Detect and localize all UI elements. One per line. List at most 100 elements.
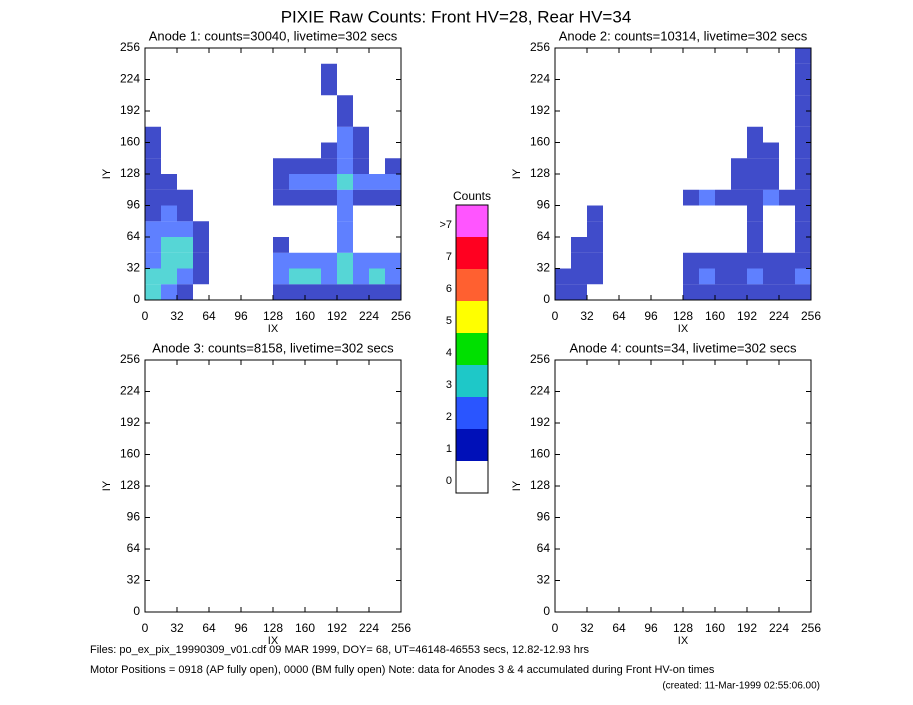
y-tick-label: 224 bbox=[120, 384, 140, 398]
count-cell bbox=[353, 189, 369, 206]
count-cell bbox=[795, 142, 811, 159]
colorbar-cell bbox=[456, 365, 488, 397]
count-cell bbox=[747, 174, 763, 190]
x-tick-label: 224 bbox=[359, 309, 379, 323]
count-cell bbox=[337, 158, 353, 174]
colorbar-label: 3 bbox=[446, 379, 452, 391]
count-cell bbox=[699, 189, 715, 206]
count-cell bbox=[795, 158, 811, 174]
count-cell bbox=[337, 95, 353, 111]
y-tick-label: 0 bbox=[133, 292, 140, 306]
colorbar-frame bbox=[455, 204, 489, 494]
count-cell bbox=[571, 252, 587, 269]
count-cell bbox=[145, 221, 161, 237]
plot-frame bbox=[144, 359, 402, 613]
count-cell bbox=[571, 268, 587, 285]
count-cell bbox=[273, 237, 289, 253]
y-tick-label: 192 bbox=[530, 415, 550, 429]
panel-title: Anode 3: counts=8158, livetime=302 secs bbox=[152, 340, 394, 355]
count-cell bbox=[555, 268, 571, 285]
count-cell bbox=[321, 158, 337, 174]
y-tick-label: 128 bbox=[530, 478, 550, 492]
y-tick-label: 64 bbox=[537, 541, 551, 555]
x-axis-label: IX bbox=[678, 635, 689, 647]
count-cell bbox=[779, 252, 795, 269]
count-cell bbox=[763, 284, 779, 300]
count-cell bbox=[795, 252, 811, 269]
count-cell bbox=[337, 237, 353, 253]
y-tick-label: 0 bbox=[133, 604, 140, 618]
y-tick-label: 32 bbox=[537, 261, 551, 275]
count-cell bbox=[353, 268, 369, 285]
count-cell bbox=[273, 174, 289, 190]
y-tick-label: 32 bbox=[127, 261, 141, 275]
count-cell bbox=[161, 252, 177, 269]
y-tick-label: 128 bbox=[120, 478, 140, 492]
y-tick-label: 192 bbox=[530, 103, 550, 117]
count-cell bbox=[145, 158, 161, 174]
count-cell bbox=[683, 252, 699, 269]
y-tick-label: 128 bbox=[120, 166, 140, 180]
count-cell bbox=[747, 158, 763, 174]
count-cell bbox=[305, 174, 321, 190]
colorbar-label: >7 bbox=[439, 219, 452, 231]
count-cell bbox=[145, 268, 161, 285]
count-cell bbox=[587, 237, 603, 253]
count-cell bbox=[177, 189, 193, 206]
count-cell bbox=[385, 189, 401, 206]
y-tick-label: 256 bbox=[530, 352, 550, 366]
count-cell bbox=[747, 126, 763, 143]
count-cell bbox=[273, 284, 289, 300]
count-cell bbox=[795, 79, 811, 96]
x-tick-label: 256 bbox=[391, 309, 411, 323]
count-cell bbox=[795, 221, 811, 237]
count-cell bbox=[779, 284, 795, 300]
count-cell bbox=[289, 252, 305, 269]
count-cell bbox=[747, 205, 763, 222]
y-tick-label: 224 bbox=[530, 72, 550, 86]
count-cell bbox=[321, 189, 337, 206]
colorbar-cell bbox=[456, 429, 488, 461]
x-tick-label: 0 bbox=[552, 621, 559, 635]
count-cell bbox=[145, 284, 161, 300]
count-cell bbox=[305, 284, 321, 300]
count-cell bbox=[795, 268, 811, 285]
count-cell bbox=[763, 142, 779, 159]
count-cell bbox=[779, 189, 795, 206]
count-cell bbox=[145, 237, 161, 253]
count-cell bbox=[587, 252, 603, 269]
count-cell bbox=[795, 189, 811, 206]
y-tick-label: 224 bbox=[530, 384, 550, 398]
count-cell bbox=[715, 268, 731, 285]
count-cell bbox=[289, 268, 305, 285]
count-cell bbox=[193, 221, 209, 237]
count-cell bbox=[369, 252, 385, 269]
y-tick-label: 160 bbox=[120, 135, 140, 149]
y-tick-label: 64 bbox=[537, 229, 551, 243]
count-cell bbox=[555, 284, 571, 300]
count-cell bbox=[161, 205, 177, 222]
footer-line: Files: po_ex_pix_19990309_v01.cdf 09 MAR… bbox=[90, 644, 589, 656]
panel-title: Anode 2: counts=10314, livetime=302 secs bbox=[559, 28, 808, 43]
count-cell bbox=[795, 63, 811, 80]
count-cell bbox=[731, 268, 747, 285]
x-tick-label: 64 bbox=[202, 621, 216, 635]
count-cell bbox=[289, 284, 305, 300]
count-cell bbox=[747, 221, 763, 237]
count-cell bbox=[305, 252, 321, 269]
count-cell bbox=[369, 268, 385, 285]
y-tick-label: 256 bbox=[120, 40, 140, 54]
colorbar-cell bbox=[456, 301, 488, 333]
y-tick-label: 96 bbox=[127, 510, 141, 524]
colorbar-cell bbox=[456, 461, 488, 493]
count-cell bbox=[305, 189, 321, 206]
count-cell bbox=[715, 284, 731, 300]
count-cell bbox=[145, 205, 161, 222]
y-tick-label: 32 bbox=[537, 573, 551, 587]
count-cell bbox=[161, 221, 177, 237]
count-cell bbox=[321, 63, 337, 80]
x-tick-label: 160 bbox=[295, 621, 315, 635]
x-tick-label: 128 bbox=[673, 621, 693, 635]
count-cell bbox=[385, 158, 401, 174]
